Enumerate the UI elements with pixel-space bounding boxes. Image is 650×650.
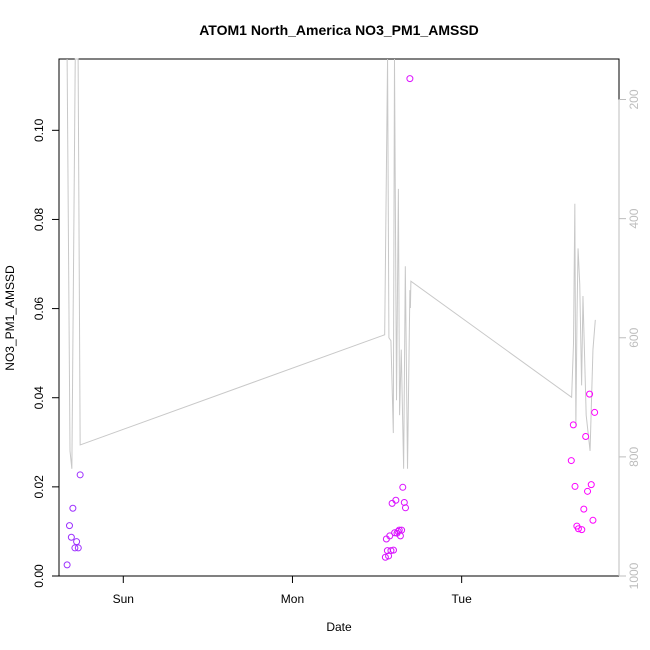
y-axis-left: 0.00 0.02 0.04 0.06 0.08 0.10 [32,118,60,588]
data-point [589,516,597,524]
data-point [406,75,414,83]
data-point [584,487,592,495]
data-point [569,421,577,429]
data-point [587,481,595,489]
y-tick-label: 0.08 [32,207,46,231]
data-point [586,390,594,398]
data-point [386,532,394,540]
x-tick-label: Sun [113,592,134,606]
gray-line-layer [66,58,596,469]
data-point [392,496,400,504]
data-point [399,483,407,491]
data-point [580,505,588,513]
y-tick-label: 0.04 [32,386,46,410]
data-point [65,522,73,530]
data-point [578,526,586,534]
y-right-tick-label: 400 [627,208,641,228]
plot-area-border [58,58,620,577]
y-tick-label: 0.00 [32,564,46,588]
data-point [71,544,79,552]
chart-title: ATOM1 North_America NO3_PM1_AMSSD [199,22,479,38]
y-right-tick-label: 200 [627,89,641,109]
y-tick-label: 0.06 [32,297,46,321]
data-point [67,533,75,541]
y-tick-label: 0.10 [32,118,46,142]
data-point [582,433,590,440]
y-axis-right: 200 400 600 800 1000 [618,89,641,589]
data-point [69,504,77,512]
gray-series-line [66,58,596,469]
data-point [388,499,396,507]
y-right-tick-label: 800 [627,447,641,467]
data-point [76,471,84,479]
x-axis: Sun Mon Tue [113,575,473,606]
data-point [387,547,395,555]
data-point [591,408,599,416]
data-point [398,526,406,534]
data-point [574,525,582,533]
data-point [571,482,579,490]
points-layer [63,75,599,569]
x-axis-label: Date [326,620,352,634]
y-axis-label: NO3_PM1_AMSSD [3,265,17,371]
data-point [401,504,409,512]
data-point [567,457,575,465]
y-tick-label: 0.02 [32,475,46,499]
x-tick-label: Mon [281,592,304,606]
data-point [73,538,81,546]
y-right-tick-label: 1000 [627,562,641,589]
data-point [74,544,82,552]
y-right-tick-label: 600 [627,327,641,347]
data-point [381,553,389,561]
data-point [63,561,71,569]
data-point [389,546,397,554]
x-tick-label: Tue [452,592,473,606]
